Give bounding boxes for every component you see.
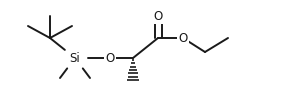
Text: Si: Si [70, 52, 80, 65]
Text: O: O [178, 31, 188, 44]
Text: O: O [153, 10, 163, 23]
Text: O: O [105, 52, 115, 65]
